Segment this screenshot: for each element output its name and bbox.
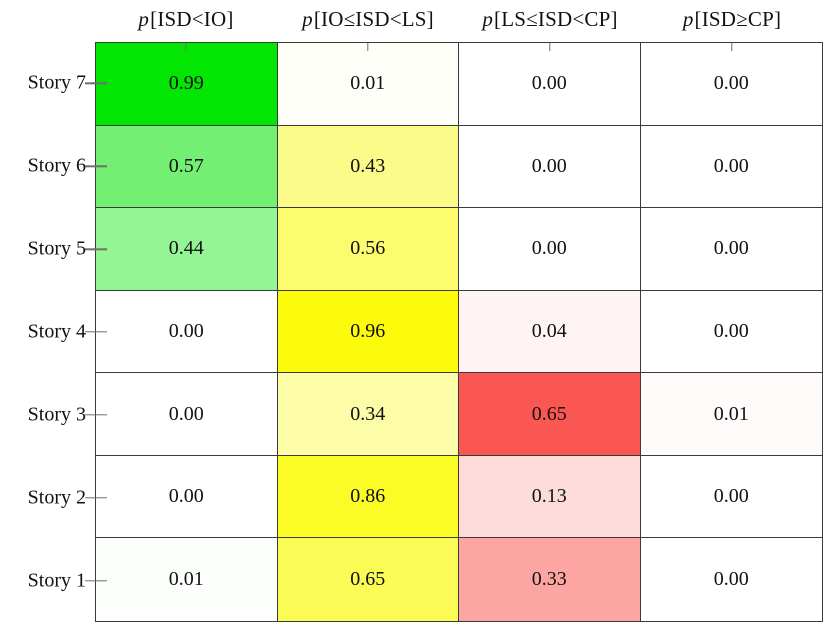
cell-value: 0.01: [713, 402, 749, 425]
heatmap-cell: 0.00: [640, 290, 822, 374]
cell-value: 0.99: [168, 72, 204, 95]
heatmap-cell: 0.00: [640, 43, 822, 126]
cell-value: 0.04: [531, 319, 567, 342]
row-label: Story 1: [27, 569, 86, 592]
heatmap-cell: 0.86: [277, 455, 459, 539]
cell-value: 0.00: [531, 237, 567, 260]
heatmap-cell: 0.00: [96, 290, 278, 374]
row-label: Story 3: [27, 403, 86, 426]
top-axis-tick: [367, 43, 369, 51]
column-header: p [ISD<IO]: [138, 1, 233, 37]
heatmap-cell: 0.57: [96, 125, 278, 209]
heatmap-cell: 0.99: [96, 43, 278, 126]
plot-area: 0.99 0.01 0.00 0.00 0.57 0.43 0.00 0.00 0.44 0.56…: [95, 42, 823, 622]
cell-value: 0.43: [350, 154, 386, 177]
cell-value: 0.00: [713, 72, 749, 95]
cell-value: 0.01: [350, 72, 386, 95]
row-label: Story 2: [27, 486, 86, 509]
heatmap-cell: 0.65: [459, 373, 641, 456]
row-label: Story 5: [27, 237, 86, 260]
heatmap-cell: 0.56: [277, 208, 459, 291]
top-axis-tick: [549, 43, 551, 51]
heatmap-cell: 0.00: [96, 455, 278, 539]
cell-value: 0.33: [531, 568, 567, 591]
left-axis-tick: [85, 82, 107, 85]
header-probability-symbol: p: [482, 6, 494, 31]
heatmap-cell: 0.00: [640, 538, 822, 621]
cell-value: 0.57: [168, 154, 204, 177]
cell-value: 0.00: [531, 154, 567, 177]
heatmap-cell: 0.00: [459, 208, 641, 291]
cell-value: 0.65: [350, 568, 386, 591]
cell-value: 0.00: [713, 485, 749, 508]
heatmap-cell: 0.00: [459, 125, 641, 209]
row-label: Story 6: [27, 154, 86, 177]
heatmap-cell: 0.44: [96, 208, 278, 291]
column-header: p [ISD≥CP]: [683, 1, 781, 37]
column-header: p [IO≤ISD<LS]: [302, 1, 434, 37]
heatmap-cell: 0.00: [459, 43, 641, 126]
cell-value: 0.96: [350, 319, 386, 342]
cell-value: 0.86: [350, 485, 386, 508]
heatmap-cell: 0.34: [277, 373, 459, 456]
heatmap-cell: 0.00: [640, 455, 822, 539]
row-label: Story 4: [27, 320, 86, 343]
cell-value: 0.65: [531, 402, 567, 425]
heatmap-cell: 0.00: [96, 373, 278, 456]
heatmap-cell: 0.01: [277, 43, 459, 126]
header-probability-symbol: p: [682, 6, 694, 31]
cell-value: 0.01: [168, 568, 204, 591]
header-condition-text: [LS≤ISD<CP]: [494, 6, 618, 31]
left-axis-tick: [85, 579, 107, 582]
cell-value: 0.00: [713, 154, 749, 177]
header-condition-text: [ISD<IO]: [150, 6, 234, 31]
header-condition-text: [IO≤ISD<LS]: [313, 6, 434, 31]
header-probability-symbol: p: [302, 6, 313, 31]
cell-value: 0.00: [713, 568, 749, 591]
header-condition-text: [ISD≥CP]: [694, 6, 782, 31]
heatmap-cell: 0.13: [459, 455, 641, 539]
cell-value: 0.44: [168, 237, 204, 260]
heatmap-cell: 0.43: [277, 125, 459, 209]
top-axis-tick: [185, 43, 187, 51]
cell-value: 0.00: [168, 402, 204, 425]
left-axis-tick: [85, 331, 107, 333]
top-axis-tick: [731, 43, 733, 51]
heatmap-cell: 0.04: [459, 290, 641, 374]
left-axis-tick: [85, 414, 107, 416]
heatmap-cell: 0.01: [96, 538, 278, 621]
heatmap-cell: 0.00: [640, 125, 822, 209]
heatmap-cell: 0.65: [277, 538, 459, 621]
cell-value: 0.00: [713, 237, 749, 260]
column-header: p [LS≤ISD<CP]: [482, 1, 617, 37]
heatmap-cell: 0.96: [277, 290, 459, 374]
heatmap-cell: 0.01: [640, 373, 822, 456]
left-axis-tick: [85, 165, 107, 167]
cell-value: 0.34: [350, 402, 386, 425]
row-label: Story 7: [27, 71, 86, 94]
heatmap-cell: 0.33: [459, 538, 641, 621]
cell-value: 0.00: [713, 319, 749, 342]
cell-value: 0.00: [531, 72, 567, 95]
header-probability-symbol: p: [138, 6, 150, 31]
cell-value: 0.13: [531, 485, 567, 508]
left-axis-tick: [85, 497, 107, 499]
cell-value: 0.00: [168, 485, 204, 508]
heatmap-cell: 0.00: [640, 208, 822, 291]
cell-value: 0.00: [168, 319, 204, 342]
left-axis-tick: [85, 248, 107, 250]
cell-value: 0.56: [350, 237, 386, 260]
